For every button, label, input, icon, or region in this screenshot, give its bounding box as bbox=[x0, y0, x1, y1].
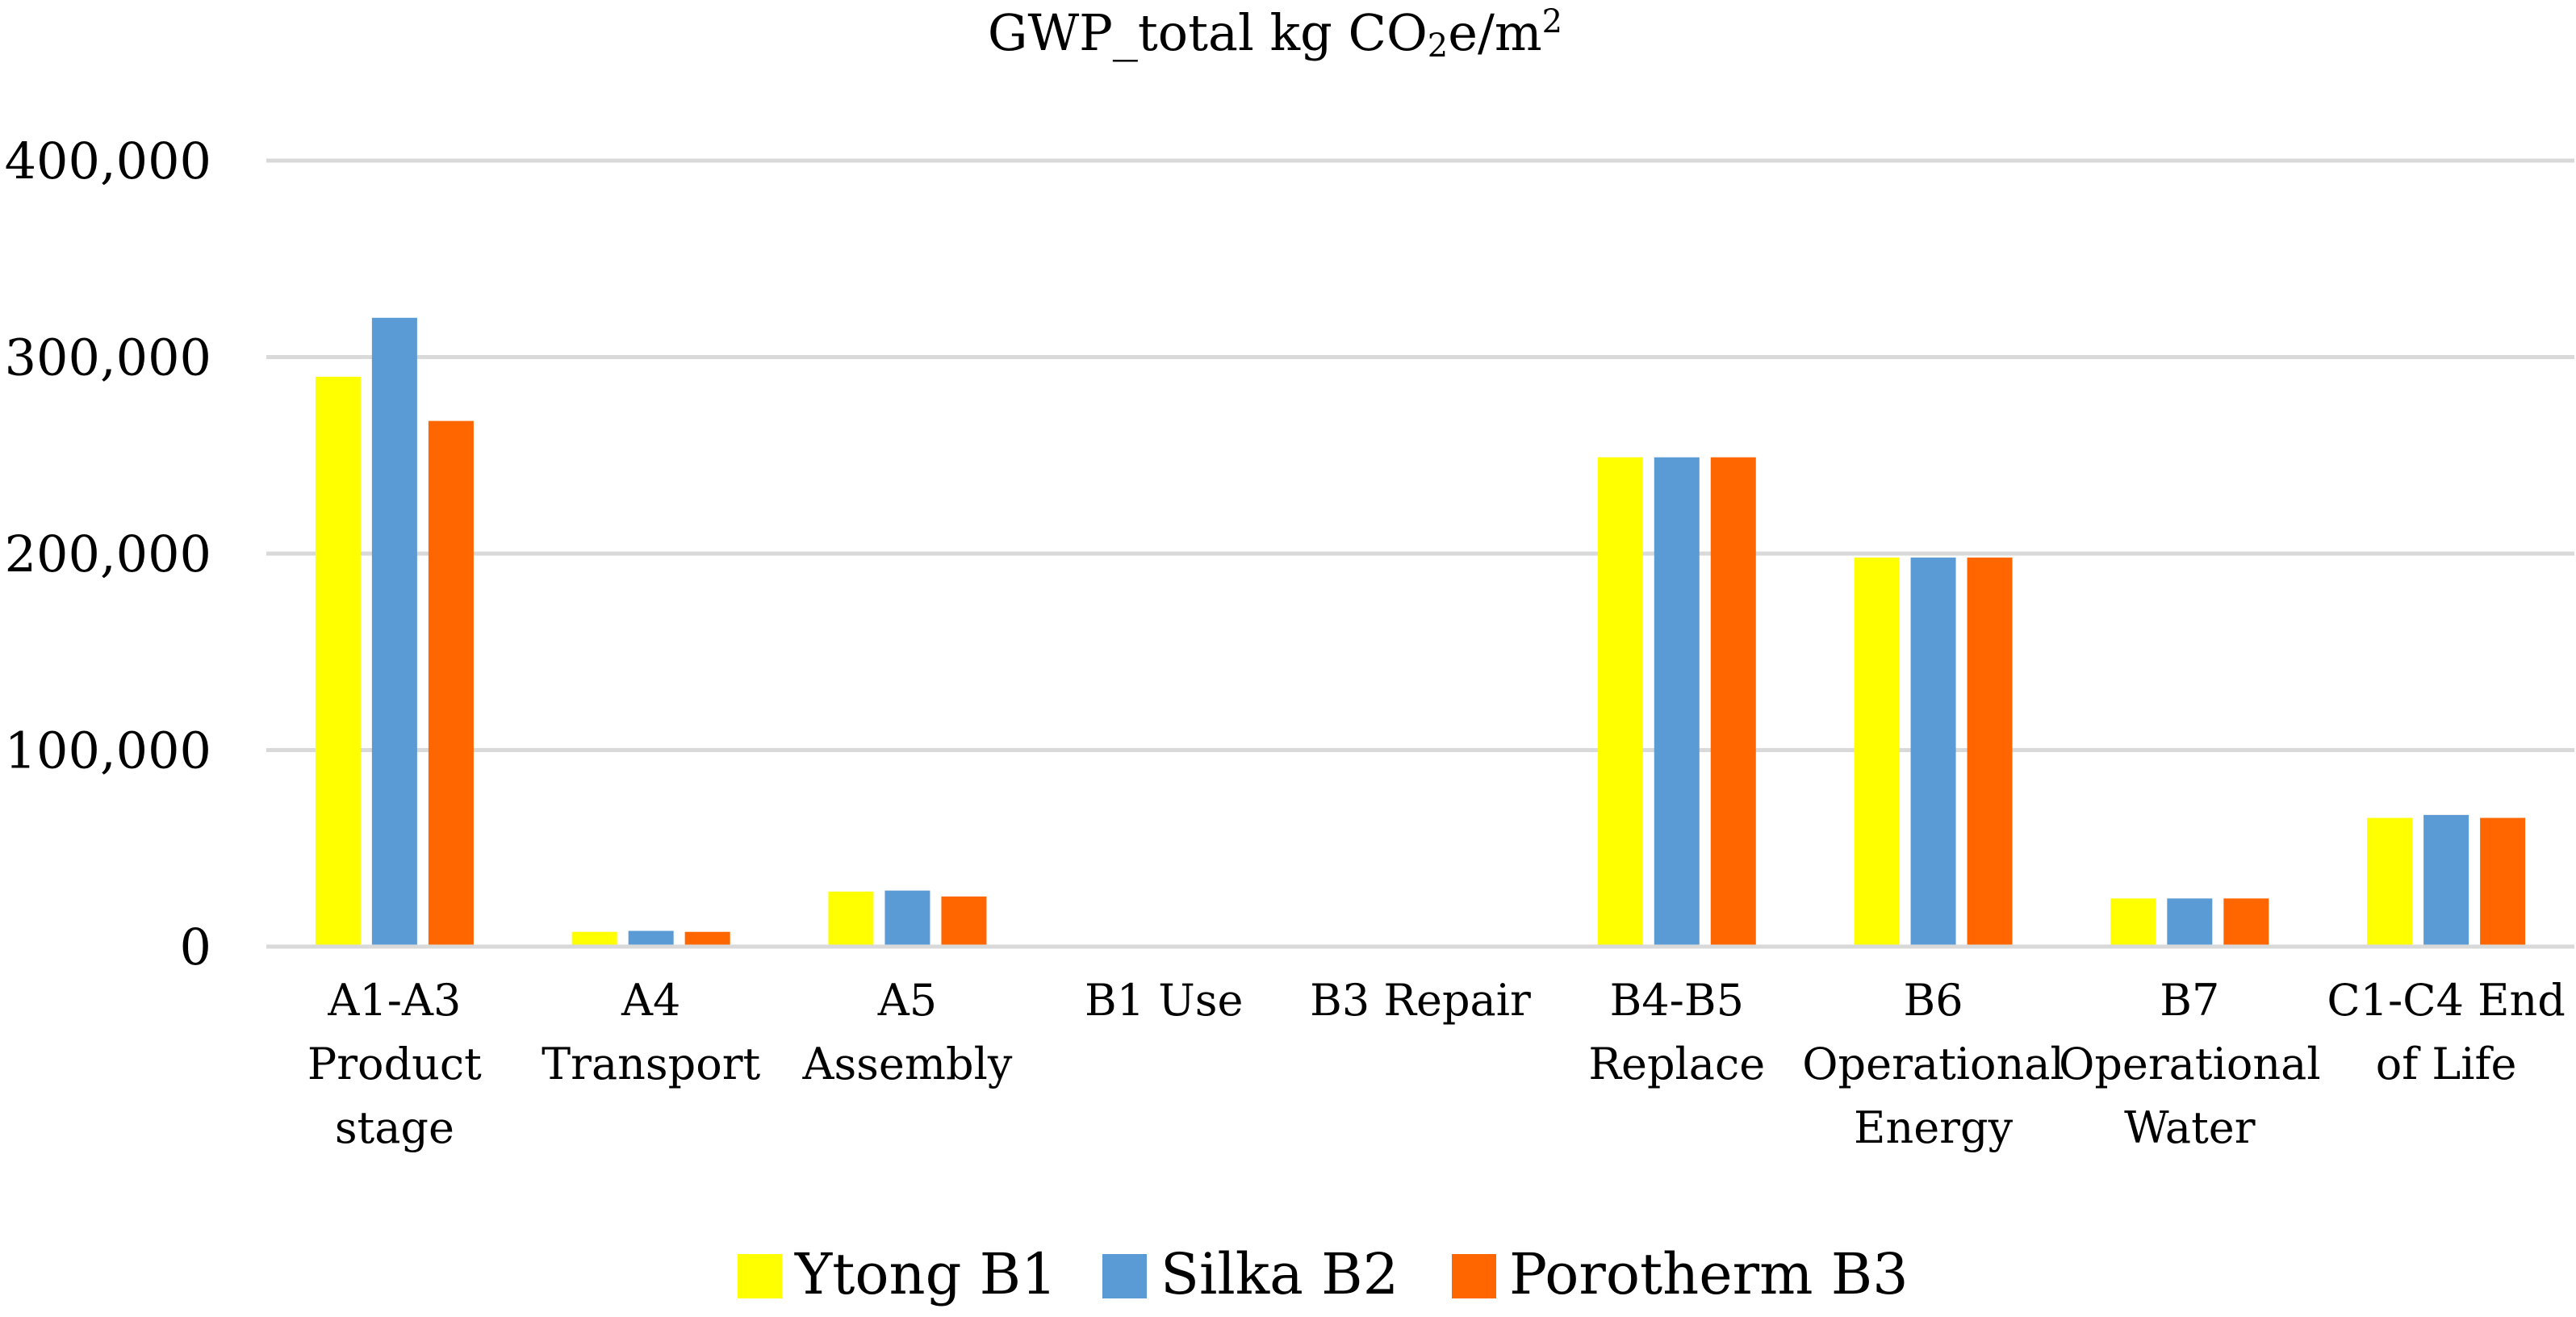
bar-ytong-b1-1 bbox=[571, 931, 617, 947]
x-tick-label-line: Transport bbox=[542, 1039, 760, 1089]
x-tick-label-line: A4 bbox=[621, 975, 680, 1026]
x-tick-label: B3 Repair bbox=[1310, 975, 1531, 1026]
x-tick-label-line: C1-C4 End bbox=[2327, 975, 2566, 1026]
x-tick-label-line: stage bbox=[335, 1102, 454, 1153]
bar-silka-b2-5 bbox=[1654, 457, 1700, 947]
y-tick-label: 400,000 bbox=[5, 132, 211, 190]
x-tick-label-line: Product bbox=[307, 1039, 482, 1089]
x-tick-label: B6 Operational Energy bbox=[1802, 975, 2064, 1153]
x-tick-label: B4-B5 Replace bbox=[1588, 975, 1765, 1089]
legend-swatch-ytong-b1 bbox=[738, 1254, 782, 1298]
bar-ytong-b1-7 bbox=[2110, 898, 2156, 947]
bar-porotherm-b3-6 bbox=[1967, 557, 2013, 947]
bar-porotherm-b3-7 bbox=[2223, 898, 2269, 947]
bar-porotherm-b3-8 bbox=[2480, 817, 2526, 947]
bar-silka-b2-1 bbox=[628, 930, 674, 947]
bar-porotherm-b3-1 bbox=[684, 931, 730, 947]
x-tick-label-line: B1 Use bbox=[1085, 975, 1243, 1026]
x-tick-label-line: B3 Repair bbox=[1310, 975, 1531, 1026]
bar-ytong-b1-0 bbox=[315, 376, 361, 947]
x-tick-label: A1-A3 Product stage bbox=[307, 975, 482, 1153]
bar-ytong-b1-6 bbox=[1854, 557, 1900, 947]
bar-silka-b2-7 bbox=[2167, 898, 2213, 947]
bar-ytong-b1-2 bbox=[828, 891, 874, 947]
x-tick-label-line: Operational bbox=[1802, 1039, 2064, 1089]
x-tick-label-line: B4-B5 bbox=[1610, 975, 1744, 1026]
legend-label: Porotherm B3 bbox=[1509, 1241, 1909, 1307]
x-tick-label-line: Assembly bbox=[801, 1039, 1012, 1089]
x-tick-label: C1-C4 End of Life bbox=[2327, 975, 2566, 1089]
legend-label: Silka B2 bbox=[1160, 1241, 1399, 1307]
y-tick-label: 300,000 bbox=[5, 328, 211, 387]
legend-label: Ytong B1 bbox=[794, 1241, 1057, 1307]
title-mid: e/m bbox=[1448, 3, 1541, 62]
x-tick-label-line: Energy bbox=[1854, 1102, 2014, 1153]
x-tick-label-line: A1-A3 bbox=[327, 975, 461, 1026]
bar-silka-b2-0 bbox=[371, 317, 417, 947]
x-tick-label-line: B7 bbox=[2160, 975, 2219, 1026]
x-tick-label-line: Water bbox=[2124, 1102, 2256, 1153]
bar-porotherm-b3-5 bbox=[1710, 457, 1756, 947]
x-tick-label-line: Operational bbox=[2059, 1039, 2321, 1089]
legend-swatch-silka-b2 bbox=[1102, 1254, 1147, 1298]
bar-silka-b2-2 bbox=[884, 890, 930, 947]
title-superscript: 2 bbox=[1542, 3, 1562, 40]
x-tick-label-line: B6 bbox=[1904, 975, 1963, 1026]
x-tick-label: A5 Assembly bbox=[801, 975, 1012, 1089]
y-tick-label: 200,000 bbox=[5, 525, 211, 583]
x-axis-tick-labels: A1-A3 Product stage A4 Transport A5 Assembly B1… bbox=[307, 975, 2566, 1153]
bar-porotherm-b3-2 bbox=[941, 896, 987, 947]
chart-title: GWP_total kg CO2e/m2 bbox=[988, 3, 1562, 65]
x-tick-label-line: Replace bbox=[1588, 1039, 1765, 1089]
bar-ytong-b1-8 bbox=[2367, 817, 2413, 947]
legend-swatch-porotherm-b3 bbox=[1452, 1254, 1496, 1298]
gridlines bbox=[266, 158, 2574, 949]
legend: Ytong B1 Silka B2 Porotherm B3 bbox=[738, 1241, 1909, 1307]
x-tick-label: B7 Operational Water bbox=[2059, 975, 2321, 1153]
title-subscript: 2 bbox=[1428, 27, 1448, 65]
bars bbox=[315, 317, 2526, 947]
title-main: GWP_total kg CO bbox=[988, 3, 1428, 62]
y-tick-label: 100,000 bbox=[5, 721, 211, 780]
x-tick-label-line: A5 bbox=[877, 975, 937, 1026]
bar-silka-b2-8 bbox=[2423, 814, 2469, 947]
y-axis-tick-labels: 0 100,000 200,000 300,000 400,000 bbox=[5, 132, 211, 976]
bar-porotherm-b3-0 bbox=[428, 420, 474, 947]
x-tick-label: B1 Use bbox=[1085, 975, 1243, 1026]
x-tick-label: A4 Transport bbox=[542, 975, 760, 1089]
x-tick-label-line: of Life bbox=[2376, 1039, 2517, 1089]
y-tick-label: 0 bbox=[180, 918, 211, 976]
bar-ytong-b1-5 bbox=[1597, 457, 1643, 947]
bar-silka-b2-6 bbox=[1910, 557, 1956, 947]
